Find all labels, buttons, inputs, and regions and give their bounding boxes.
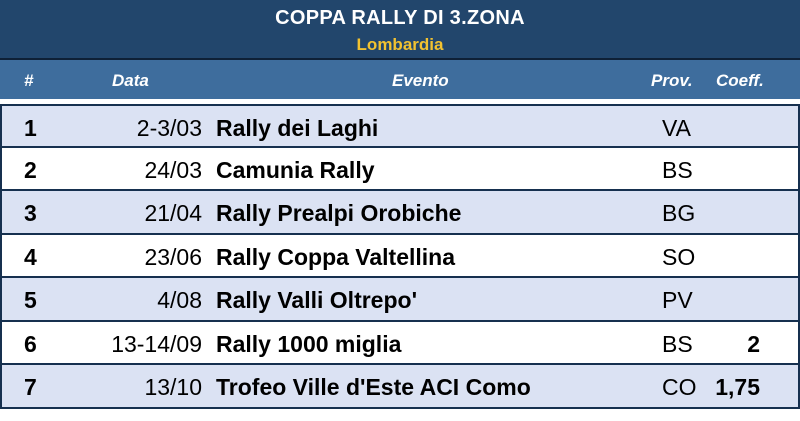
row-date: 13/10 [144,374,202,400]
row-num: 6 [24,330,37,357]
table-title: COPPA RALLY DI 3.ZONA [275,7,525,29]
row-event: Rally 1000 miglia [216,330,402,357]
row-event: Rally dei Laghi [216,115,379,141]
row-date: 24/03 [144,156,202,183]
column-header-num: # [24,71,34,90]
table-body: 1 2-3/03 Rally dei Laghi VA 2 24/03 Camu… [0,104,800,409]
row-date: 13-14/09 [111,330,202,357]
row-date: 23/06 [144,243,202,270]
table-subtitle: Lombardia [356,35,444,54]
row-event: Rally Valli Oltrepo' [216,287,418,313]
row-num: 7 [24,374,37,400]
column-header-row: # Data Evento Prov. Coeff. [0,60,800,102]
row-coeff: 1,75 [715,374,760,400]
row-prov: VA [662,115,691,141]
row-date: 4/08 [157,287,202,313]
row-prov: BS [662,330,693,357]
table-row: 3 21/04 Rally Prealpi Orobiche BG [0,191,800,235]
row-event: Rally Coppa Valtellina [216,243,456,270]
row-prov: SO [662,243,696,270]
row-prov: BG [662,200,696,226]
row-date: 2-3/03 [136,115,202,141]
row-coeff: 2 [747,330,760,357]
row-prov: CO [662,374,697,400]
table-row: 2 24/03 Camunia Rally BS [0,147,800,191]
column-header-date: Data [112,71,149,90]
table-row: 7 13/10 Trofeo Ville d'Este ACI Como CO … [0,365,800,409]
title-bar: COPPA RALLY DI 3.ZONA Lombardia [0,0,800,60]
column-header-coeff: Coeff. [716,71,764,90]
column-header-event: Evento [392,71,449,90]
row-event: Camunia Rally [216,156,375,183]
table-row: 1 2-3/03 Rally dei Laghi VA [0,104,800,148]
row-prov: PV [662,287,693,313]
row-num: 3 [24,200,37,226]
table-row: 6 13-14/09 Rally 1000 miglia BS 2 [0,321,800,365]
row-num: 2 [24,156,37,183]
row-event: Rally Prealpi Orobiche [216,200,462,226]
table-row: 4 23/06 Rally Coppa Valtellina SO [0,234,800,278]
row-date: 21/04 [144,200,202,226]
table-row: 5 4/08 Rally Valli Oltrepo' PV [0,278,800,322]
row-event: Trofeo Ville d'Este ACI Como [216,374,531,400]
row-prov: BS [662,156,693,183]
row-num: 5 [24,287,37,313]
row-num: 1 [24,115,37,141]
column-header-prov: Prov. [651,71,693,90]
row-num: 4 [24,243,37,270]
